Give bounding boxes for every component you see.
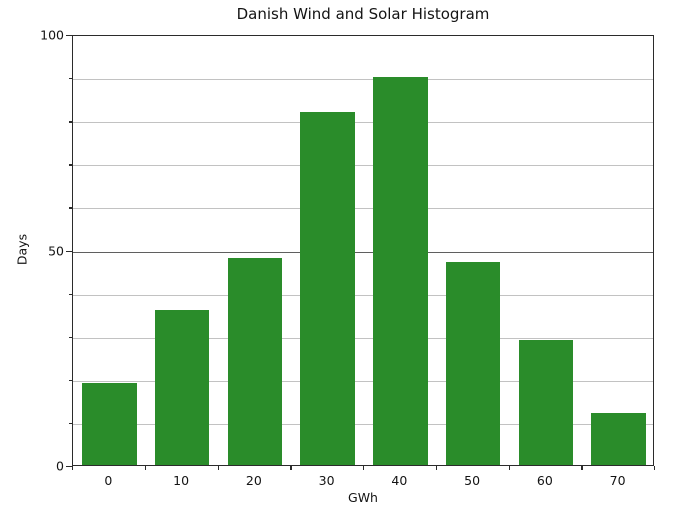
x-tick-label-20: 20 [245,473,262,488]
histogram-bar-30 [300,111,355,465]
chart-title: Danish Wind and Solar Histogram [236,5,490,23]
x-tick-label-50: 50 [464,473,481,488]
x-tick-mark [144,466,147,470]
histogram-bar-20 [227,258,283,465]
y-axis-label: Days [14,233,30,266]
y-tick-mark [66,35,72,37]
minor-gridline [73,423,653,425]
minor-gridline [73,337,653,339]
x-axis-label: GWh [348,490,378,505]
y-minor-tick-mark [68,422,72,425]
y-minor-tick-mark [68,121,72,123]
y-minor-tick-mark [68,379,72,382]
minor-gridline [73,165,653,167]
plot-area [72,35,654,466]
x-tick-mark [363,466,365,470]
histogram-bar-60 [518,340,574,465]
x-tick-mark [435,466,438,470]
x-tick-mark [72,466,74,470]
x-tick-label-40: 40 [391,473,408,488]
x-tick-label-30: 30 [318,473,335,488]
minor-gridline [73,294,653,296]
histogram-bar-70 [591,413,646,465]
minor-gridline [73,122,653,124]
y-tick-mark [66,466,72,468]
x-tick-mark [654,466,656,470]
minor-gridline [73,208,653,210]
minor-gridline [73,79,653,81]
x-tick-mark [290,466,292,470]
major-gridline [73,251,653,253]
x-tick-label-60: 60 [536,473,553,488]
x-tick-label-70: 70 [609,473,626,488]
x-tick-label-0: 0 [104,473,113,488]
histogram-bar-50 [445,262,501,465]
x-tick-mark [581,466,583,470]
y-tick-mark [66,250,72,252]
y-minor-tick-mark [68,293,72,295]
y-tick-label-0: 0 [56,458,64,474]
x-tick-mark [217,466,219,470]
y-minor-tick-mark [68,78,72,80]
histogram-bar-40 [373,77,428,465]
x-tick-label-10: 10 [173,473,190,488]
minor-gridline [73,380,653,382]
y-minor-tick-mark [68,164,72,166]
y-tick-label-100: 100 [40,27,64,43]
x-tick-mark [508,466,510,470]
histogram-bar-10 [154,309,210,465]
histogram-bar-0 [82,383,137,465]
y-tick-label-50: 50 [48,243,64,258]
y-minor-tick-mark [68,336,72,339]
y-minor-tick-mark [68,207,72,209]
